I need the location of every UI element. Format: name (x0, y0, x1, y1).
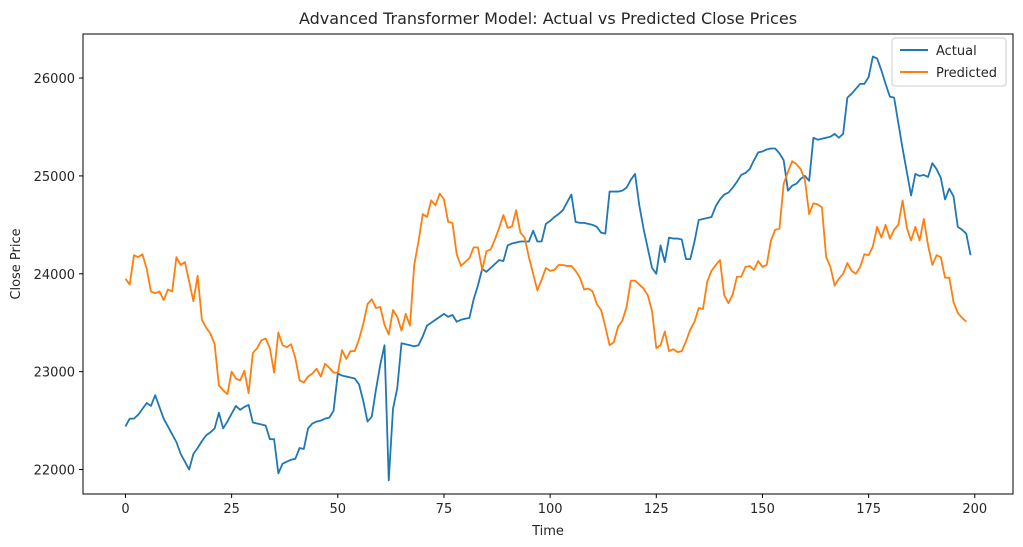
plot-frame (82, 33, 1014, 495)
x-tick-label: 50 (330, 502, 347, 517)
x-axis-title: Time (531, 524, 564, 539)
series-line-predicted (124, 160, 967, 396)
y-tick-label: 22000 (34, 464, 75, 479)
plot-area (124, 55, 972, 482)
x-tick-label: 175 (856, 502, 881, 517)
y-tick-label: 23000 (34, 366, 75, 381)
y-tick-label: 24000 (34, 268, 75, 283)
x-tick-label: 200 (962, 502, 987, 517)
y-axis: 22000 23000 24000 25000 26000 (34, 72, 83, 479)
legend: Actual Predicted (891, 37, 1007, 87)
x-axis: 0 25 50 75 100 125 150 175 200 (121, 494, 987, 517)
x-tick-label: 100 (538, 502, 563, 517)
legend-label-actual: Actual (936, 44, 977, 59)
series-line-actual (124, 55, 972, 482)
y-tick-label: 25000 (34, 170, 75, 185)
x-tick-label: 150 (750, 502, 775, 517)
x-tick-label: 0 (121, 502, 129, 517)
y-tick-label: 26000 (34, 72, 75, 87)
chart-title: Advanced Transformer Model: Actual vs Pr… (299, 9, 797, 28)
x-tick-label: 75 (436, 502, 453, 517)
y-axis-title: Close Price (9, 228, 24, 299)
x-tick-label: 125 (644, 502, 669, 517)
x-tick-label: 25 (223, 502, 240, 517)
legend-label-predicted: Predicted (936, 66, 997, 81)
